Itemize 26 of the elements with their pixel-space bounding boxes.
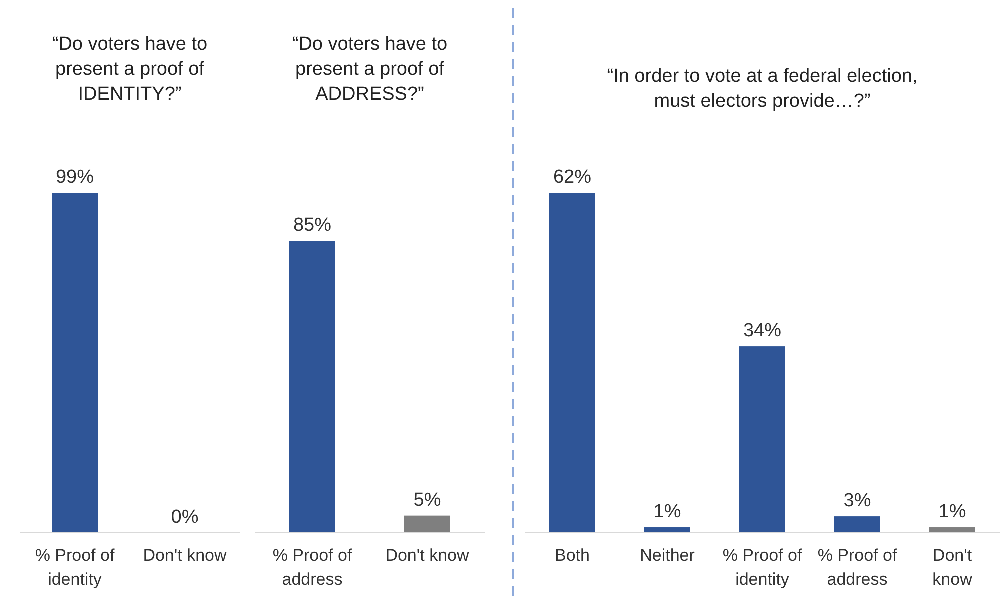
chart-title: “In order to vote at a federal election, must electors provide…?” [607, 66, 918, 112]
x-tick-label: Both [555, 546, 590, 565]
data-label: 5% [414, 490, 442, 511]
x-tick-label: % Proof of identity [722, 546, 802, 589]
x-tick-label: Don't know [386, 546, 470, 565]
x-tick-label: Don't know [143, 546, 228, 565]
x-tick-label: % Proof of address [818, 546, 898, 589]
x-tick-label: % Proof of identity [35, 546, 115, 589]
bar [550, 193, 596, 533]
data-label: 62% [553, 167, 592, 188]
data-label: 3% [844, 490, 872, 512]
bar [740, 346, 786, 533]
bar [930, 528, 976, 533]
data-label: 99% [56, 167, 94, 188]
bar [644, 528, 690, 533]
chart-title: “Do voters have to present a proof of ADDRESS?” [292, 34, 448, 105]
bar [834, 516, 880, 533]
data-label: 1% [938, 502, 966, 523]
x-tick-label: % Proof of address [272, 546, 352, 589]
data-label: 0% [171, 507, 199, 528]
x-tick-label: Don't know [932, 546, 974, 589]
x-tick-label: Neither [640, 546, 696, 565]
chart-title: “Do voters have to present a proof of IDENTITY?” [52, 34, 208, 105]
data-label: 34% [743, 320, 782, 342]
data-label: 1% [654, 502, 682, 523]
data-label: 85% [293, 215, 332, 236]
